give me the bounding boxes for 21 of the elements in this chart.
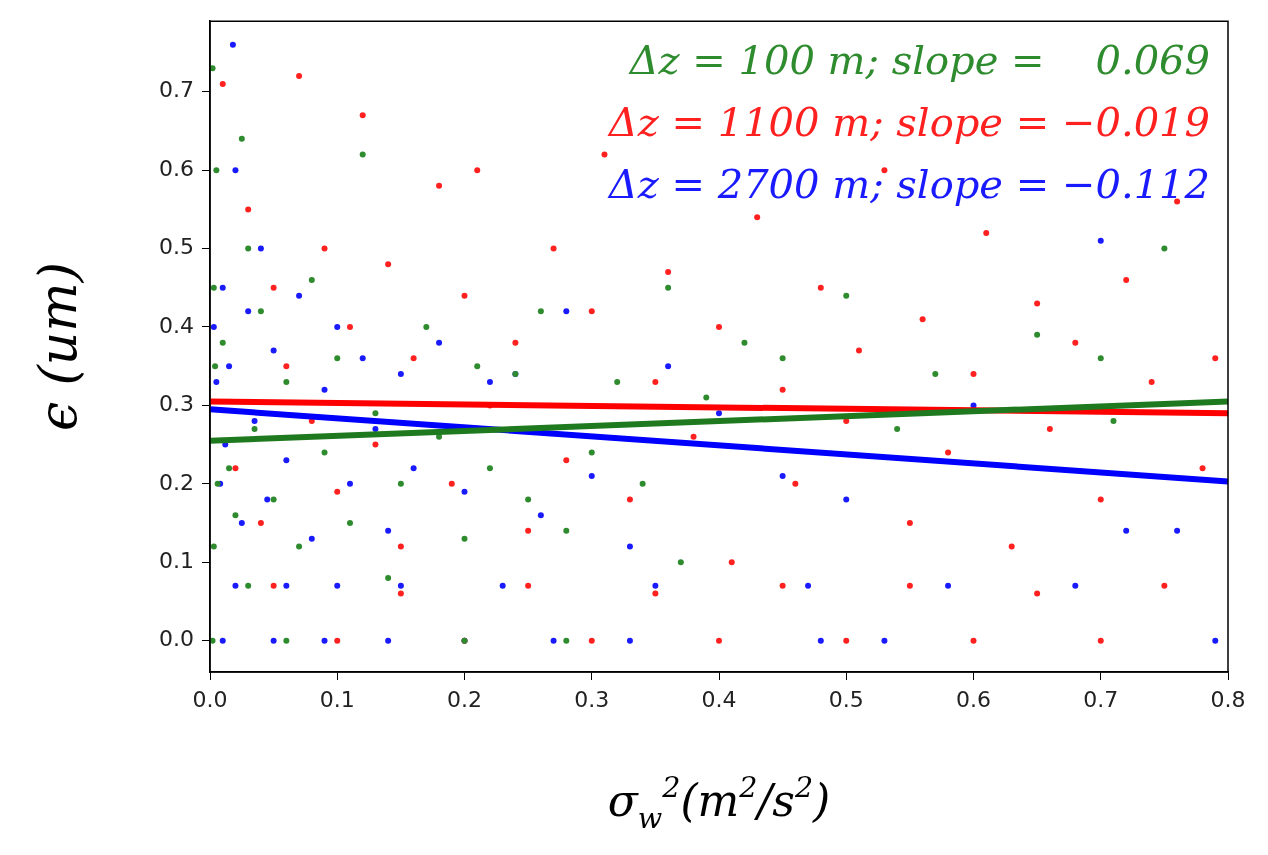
x-tick-label: 0.4 bbox=[701, 686, 737, 712]
x-tick-label: 0.3 bbox=[574, 686, 610, 712]
y-tick-label: 0.4 bbox=[159, 312, 194, 338]
x-tick-label: 0.8 bbox=[1210, 686, 1246, 712]
y-tick-label: 0.3 bbox=[159, 391, 194, 417]
y-tick-label: 0.0 bbox=[159, 626, 194, 652]
x-tick-label: 0.2 bbox=[447, 686, 482, 712]
y-tick-label: 0.5 bbox=[159, 234, 194, 260]
series-label: Δz = 1100 m; slope = −0.019 bbox=[606, 98, 1210, 145]
y-tick-label: 0.2 bbox=[159, 469, 194, 495]
text: Δz = 2700 m; slope = −0.112 bbox=[606, 160, 1210, 207]
y-tick-label: 0.6 bbox=[159, 155, 194, 181]
x-tick-label: 0.1 bbox=[319, 686, 355, 712]
text: Δz = 100 m; slope = 0.069 bbox=[627, 36, 1210, 83]
y-tick-label: 0.1 bbox=[159, 547, 194, 573]
y-axis-title: ϵ (um) bbox=[27, 262, 88, 432]
x-tick-label: 0.7 bbox=[1083, 686, 1119, 712]
y-tick-label: 0.7 bbox=[159, 77, 194, 103]
x-tick-label: 0.6 bbox=[956, 686, 991, 712]
x-tick-label: 0.5 bbox=[828, 686, 864, 712]
x-tick-label: 0.0 bbox=[192, 686, 228, 712]
